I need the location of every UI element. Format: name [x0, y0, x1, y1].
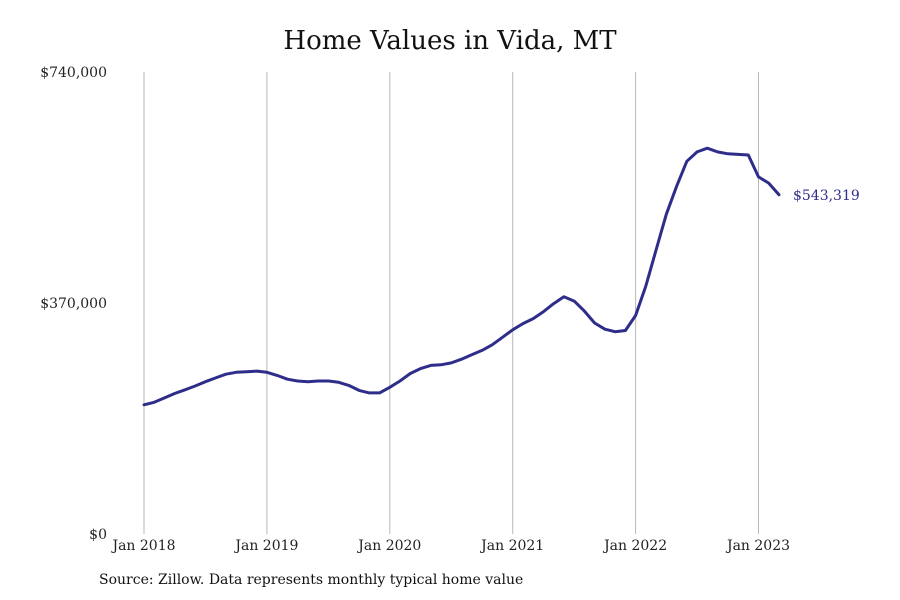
chart-title: Home Values in Vida, MT — [283, 26, 617, 56]
source-note: Source: Zillow. Data represents monthly … — [99, 572, 524, 588]
y-tick-label: $370,000 — [40, 296, 107, 312]
x-tick-label: Jan 2018 — [110, 538, 175, 554]
x-axis-ticks: Jan 2018 Jan 2019 Jan 2020 Jan 2021 Jan 2022… — [110, 538, 790, 554]
x-tick-label: Jan 2019 — [233, 538, 298, 554]
x-tick-label: Jan 2021 — [479, 538, 544, 554]
x-tick-label: Jan 2020 — [356, 538, 421, 554]
x-tick-label: Jan 2022 — [602, 538, 667, 554]
y-tick-label: $0 — [89, 527, 107, 543]
series-line — [142, 146, 781, 407]
y-tick-label: $740,000 — [40, 65, 107, 81]
gridlines — [143, 72, 759, 534]
y-axis-ticks: $740,000 $370,000 $0 — [40, 65, 107, 543]
end-value-label: $543,319 — [793, 188, 860, 204]
series-layer: $543,319 — [142, 146, 860, 407]
x-tick-label: Jan 2023 — [725, 538, 790, 554]
